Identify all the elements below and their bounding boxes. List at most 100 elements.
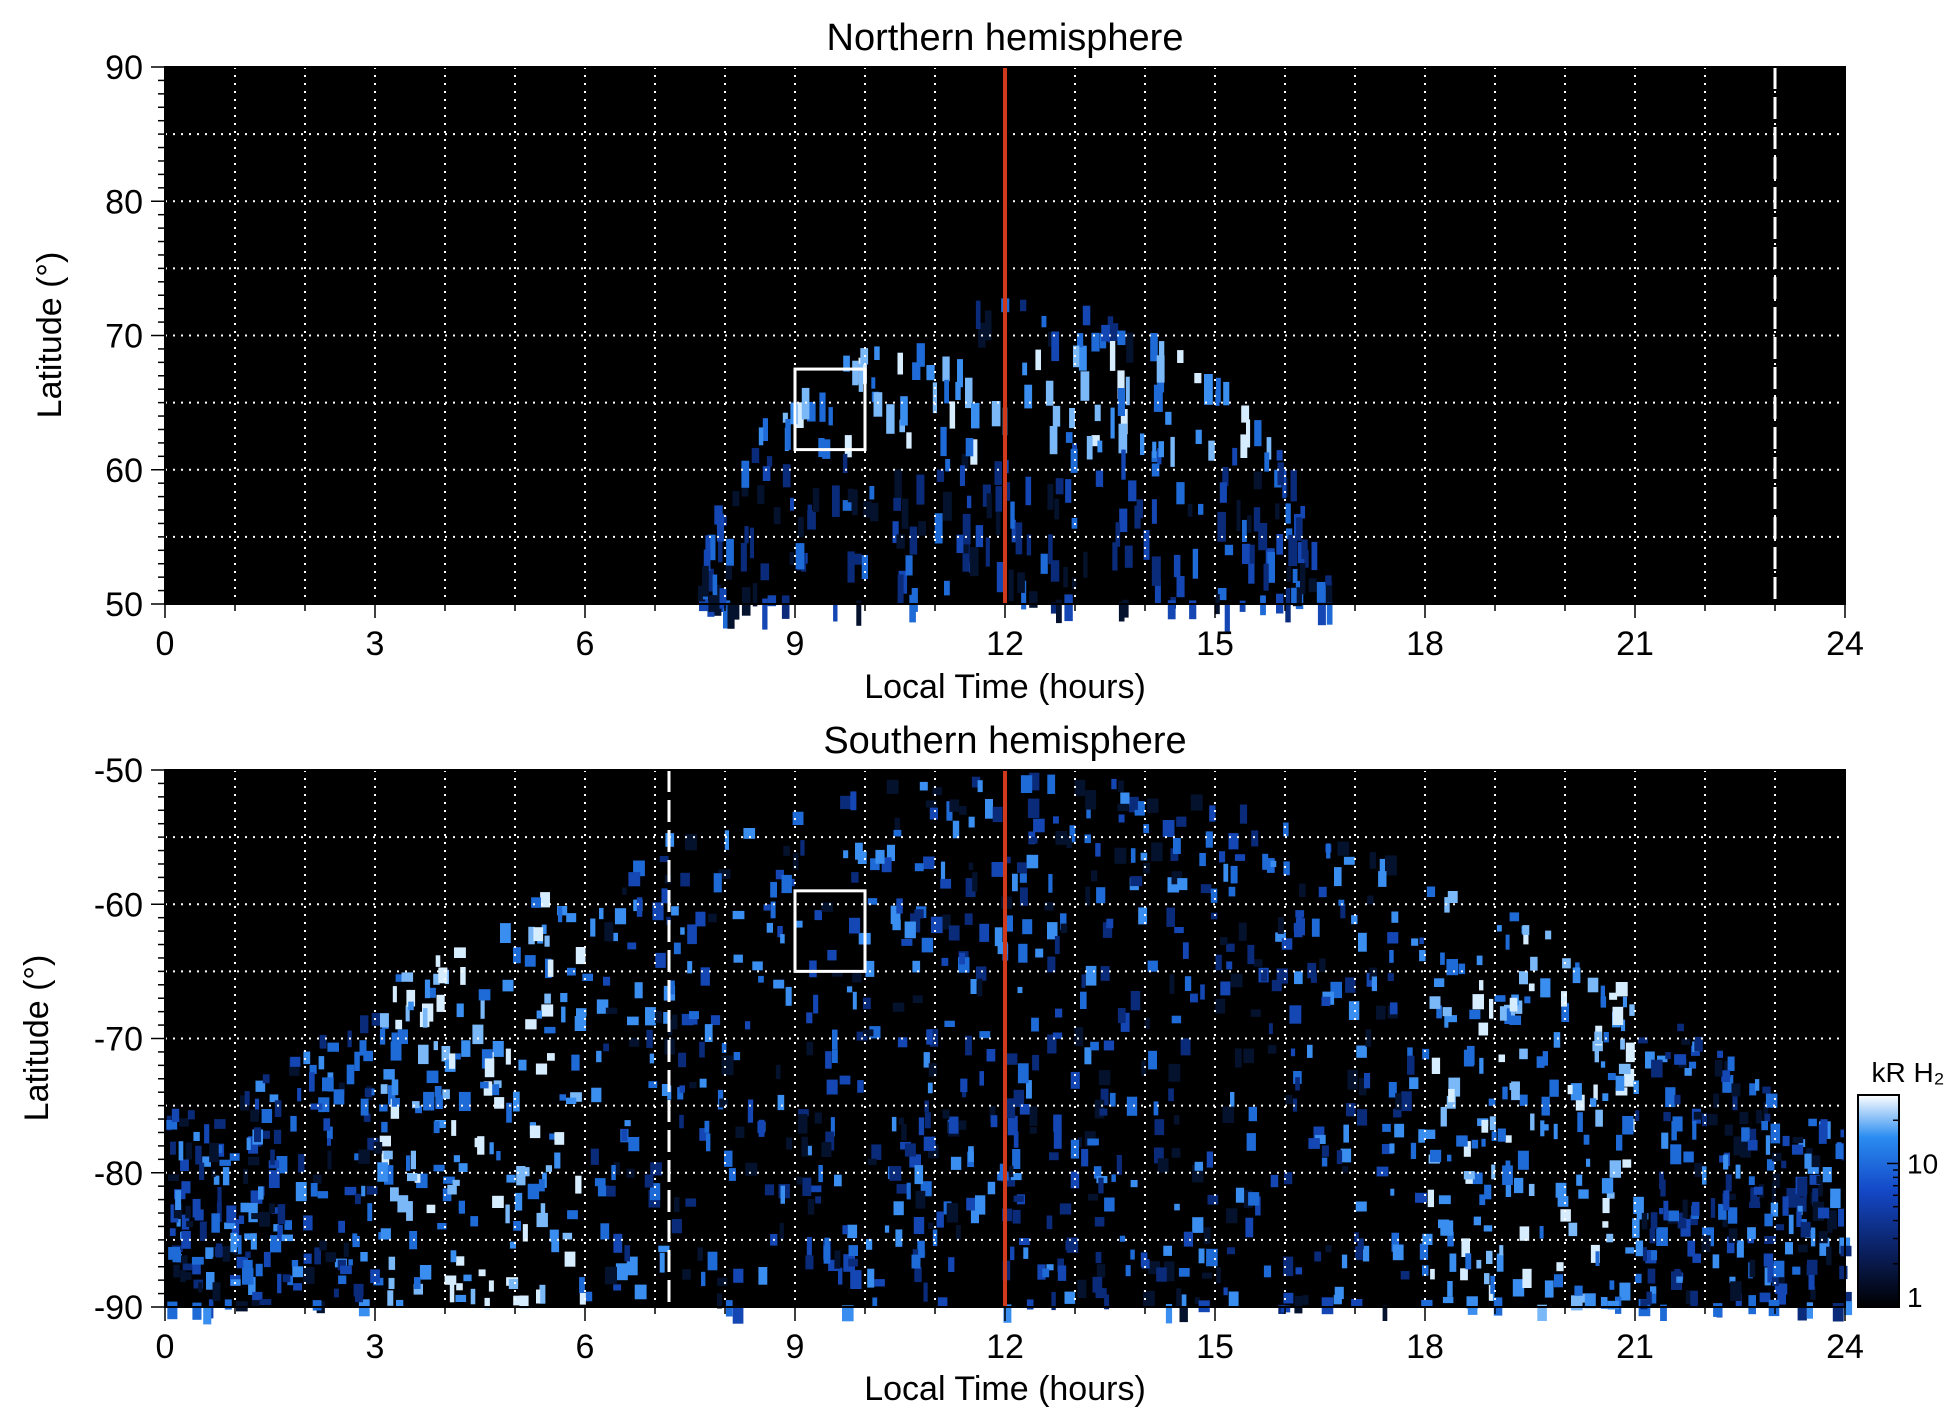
emission-cell (605, 1266, 617, 1285)
emission-cell (1248, 557, 1255, 584)
y-tick-label: -80 (94, 1155, 143, 1193)
emission-cell (277, 1204, 286, 1224)
emission-cell (1463, 1171, 1475, 1180)
emission-cell (1253, 471, 1262, 490)
emission-cell (1319, 958, 1326, 972)
emission-cell (1524, 996, 1531, 1004)
emission-cell (1314, 1134, 1326, 1144)
emission-cell (1528, 1183, 1535, 1196)
emission-cell (655, 952, 666, 968)
emission-cell (1668, 1210, 1679, 1222)
emission-cell (1152, 441, 1157, 459)
emission-cell (936, 1211, 944, 1228)
emission-cell (867, 1268, 875, 1288)
emission-cell (1393, 1108, 1402, 1118)
emission-cell (309, 1064, 317, 1074)
emission-cell (1158, 441, 1164, 458)
emission-cell (1786, 1188, 1797, 1208)
emission-cell (1151, 499, 1157, 524)
emission-cell (1022, 919, 1033, 935)
emission-cell (823, 1245, 831, 1264)
emission-cell (1773, 1260, 1785, 1278)
emission-cell (1204, 374, 1213, 405)
emission-cell (327, 1042, 339, 1052)
emission-cell (905, 555, 913, 576)
emission-cell (762, 598, 768, 630)
emission-cell (1637, 1037, 1648, 1044)
emission-cell (533, 927, 544, 942)
emission-cell (199, 1221, 207, 1241)
emission-cell (815, 1196, 821, 1204)
emission-cell (928, 1222, 934, 1229)
emission-cell (689, 1082, 697, 1089)
emission-cell (797, 516, 804, 538)
emission-cell (224, 1299, 232, 1310)
colorbar-tick-label: 10 (1907, 1148, 1938, 1179)
emission-cell (1215, 998, 1226, 1014)
emission-cell (1545, 930, 1552, 940)
emission-cell (852, 991, 857, 1010)
emission-cell (1174, 1203, 1180, 1211)
emission-cell (795, 543, 805, 570)
emission-cell (1073, 345, 1080, 368)
emission-cell (872, 1297, 878, 1307)
emission-cell (1463, 1141, 1471, 1157)
emission-cell (1494, 995, 1506, 1002)
emission-cell (371, 1013, 381, 1026)
emission-cell (1096, 887, 1106, 904)
emission-cell (1270, 1174, 1279, 1188)
emission-cell (1260, 969, 1267, 982)
emission-cell (1223, 381, 1230, 406)
y-tick-label: 50 (105, 586, 143, 624)
emission-cell (770, 901, 776, 919)
emission-cell (806, 1012, 813, 1024)
emission-cell (1676, 1276, 1683, 1283)
emission-cell (1086, 804, 1091, 819)
colorbar: kR H₂ 110 (1857, 1057, 1945, 1313)
emission-cell (1081, 1148, 1089, 1167)
emission-cell (1749, 1083, 1757, 1096)
emission-cell (538, 1179, 545, 1192)
emission-cell (1502, 1165, 1513, 1185)
emission-cell (1456, 1135, 1468, 1147)
emission-cell (795, 402, 804, 428)
emission-cell (1140, 852, 1148, 861)
emission-cell (352, 1236, 360, 1248)
emission-cell (1822, 1167, 1832, 1183)
emission-cell (176, 1218, 181, 1227)
emission-cell (1316, 581, 1326, 603)
emission-cell (380, 1228, 391, 1240)
emission-cell (1792, 1136, 1804, 1144)
y-tick-label: -70 (94, 1021, 143, 1059)
emission-cell (926, 1029, 933, 1045)
emission-cell (1119, 508, 1128, 533)
emission-cell (1019, 1238, 1030, 1245)
emission-cell (1240, 434, 1248, 458)
emission-cell (1724, 1060, 1731, 1078)
emission-cell (1095, 1288, 1107, 1299)
emission-cell (1484, 1184, 1492, 1200)
emission-cell (1728, 1228, 1738, 1243)
emission-cell (687, 924, 697, 945)
emission-cell (886, 844, 895, 861)
emission-cell (1246, 1133, 1256, 1151)
emission-cell (1692, 1253, 1701, 1263)
emission-cell (674, 1197, 680, 1212)
emission-cell (1290, 470, 1297, 502)
emission-cell (852, 360, 859, 386)
emission-cell (1053, 816, 1059, 824)
emission-cell (897, 352, 903, 375)
emission-cell (914, 909, 924, 919)
emission-cell (1765, 1135, 1771, 1155)
emission-cell (395, 1019, 403, 1030)
emission-cell (1595, 1109, 1603, 1127)
emission-cell (1047, 956, 1056, 973)
emission-cell (1132, 798, 1138, 810)
emission-cell (1194, 1297, 1200, 1304)
emission-cell (1307, 962, 1317, 979)
emission-cell (1176, 482, 1185, 505)
emission-cell (1187, 504, 1193, 517)
emission-cell (1283, 1172, 1293, 1185)
emission-cell (454, 947, 466, 958)
emission-cell (326, 1126, 333, 1140)
